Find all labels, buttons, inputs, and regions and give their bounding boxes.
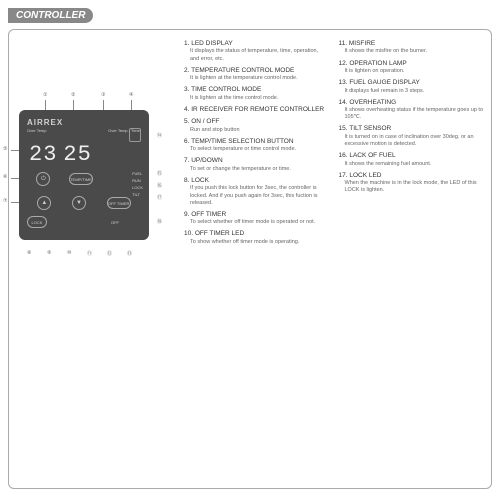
item-desc: To select temperature or time control mo…: [184, 146, 329, 153]
callout-16: ⑯: [157, 182, 162, 189]
side-indicators: FUEL RUN LOCK TILT: [132, 170, 143, 198]
description-columns: 1. LED DISPLAYIt displays the status of …: [184, 40, 483, 250]
description-item: 10. OFF TIMER LEDTo show whether off tim…: [184, 230, 329, 246]
callout-9: ⑨: [47, 250, 51, 256]
callout-17: ⑰: [157, 194, 162, 201]
item-title: 14. OVERHEATING: [339, 99, 484, 107]
button-row-1: ⏻ TEMP/TIME: [27, 172, 141, 186]
item-title: 7. UP/DOWN: [184, 157, 329, 165]
item-title: 2. TEMPERATURE CONTROL MODE: [184, 67, 329, 75]
item-title: 8. LOCK: [184, 177, 329, 185]
description-item: 13. FUEL GAUGE DISPLAYIt displays fuel r…: [339, 79, 484, 95]
item-title: 6. TEMP/TIME SELECTION BUTTON: [184, 138, 329, 146]
item-desc: If you push this lock button for 3sec, t…: [184, 185, 329, 206]
item-title: 3. TIME CONTROL MODE: [184, 86, 329, 94]
down-button[interactable]: ▼: [72, 196, 86, 210]
section-header: CONTROLLER: [8, 8, 93, 23]
description-item: 15. TILT SENSORIt is turned on in case o…: [339, 125, 484, 148]
callout-3: ③: [101, 92, 105, 98]
item-desc: It shows overheating status if the tempe…: [339, 107, 484, 121]
description-item: 5. ON / OFFRun and stop button: [184, 118, 329, 134]
description-item: 9. OFF TIMERTo select whether off timer …: [184, 211, 329, 227]
callout-6: ⑥: [3, 174, 7, 180]
lock-label: LOCK: [132, 184, 143, 191]
item-title: 12. OPERATION LAMP: [339, 60, 484, 68]
item-title: 13. FUEL GAUGE DISPLAY: [339, 79, 484, 87]
callout-11: ⑪: [87, 250, 92, 257]
column-left: 1. LED DISPLAYIt displays the status of …: [184, 40, 329, 250]
mode-button[interactable]: TEMP/TIME: [69, 173, 93, 185]
button-row-3: LOCK OFF: [27, 216, 119, 228]
power-button[interactable]: ⏻: [36, 172, 50, 186]
item-desc: It shows the remaining fuel amount.: [339, 161, 484, 168]
led-display: 23 25: [29, 142, 92, 167]
callout-13: ⑬: [127, 250, 132, 257]
description-item: 8. LOCKIf you push this lock button for …: [184, 177, 329, 207]
item-title: 17. LOCK LED: [339, 172, 484, 180]
description-item: 1. LED DISPLAYIt displays the status of …: [184, 40, 329, 63]
item-title: 15. TILT SENSOR: [339, 125, 484, 133]
off-label: OFF: [111, 220, 119, 225]
mode-labels: Over Temp Over Temp / Timer: [27, 128, 141, 133]
digit-right: 25: [63, 142, 91, 167]
mode-left: Over Temp: [27, 128, 47, 133]
callout-15: ⑮: [157, 170, 162, 177]
callout-8: ⑧: [27, 250, 31, 256]
callout-10: ⑩: [67, 250, 71, 256]
callout-4: ④: [129, 92, 133, 98]
item-title: 5. ON / OFF: [184, 118, 329, 126]
callout-12: ⑫: [107, 250, 112, 257]
description-item: 11. MISFIREIt shows the misfire on the b…: [339, 40, 484, 56]
digit-left: 23: [29, 142, 57, 167]
item-title: 16. LACK OF FUEL: [339, 152, 484, 160]
item-desc: It is lighten at the time control mode.: [184, 95, 329, 102]
item-title: 1. LED DISPLAY: [184, 40, 329, 48]
callout-18: ⑱: [157, 218, 162, 225]
description-item: 16. LACK OF FUELIt shows the remaining f…: [339, 152, 484, 168]
column-right: 11. MISFIREIt shows the misfire on the b…: [339, 40, 484, 250]
description-item: 17. LOCK LEDWhen the machine is in the l…: [339, 172, 484, 195]
item-title: 11. MISFIRE: [339, 40, 484, 48]
item-desc: To show whether off timer mode is operat…: [184, 239, 329, 246]
description-item: 14. OVERHEATINGIt shows overheating stat…: [339, 99, 484, 122]
flame-indicator: [129, 128, 141, 142]
panel-diagram: ① ② ③ ④ ⑤ ⑥ ⑦ ⑧ ⑨ ⑩ ⑪ ⑫ ⑬ ⑭ ⑮ ⑯ ⑰ ⑱ AIRR…: [19, 110, 149, 240]
description-item: 4. IR RECEIVER FOR REMOTE CONTROLLER: [184, 106, 329, 114]
callout-1: ①: [43, 92, 47, 98]
lock-button[interactable]: LOCK: [27, 216, 47, 228]
controller-panel: AIRREX Over Temp Over Temp / Timer 23 25…: [19, 110, 149, 240]
item-desc: When the machine is in the lock mode, th…: [339, 180, 484, 194]
item-desc: Run and stop button: [184, 127, 329, 134]
callout-5: ⑤: [3, 146, 7, 152]
callout-14: ⑭: [157, 132, 162, 139]
item-desc: To set or change the temperature or time…: [184, 166, 329, 173]
description-item: 12. OPERATION LAMPIt is lighten on opera…: [339, 60, 484, 76]
description-item: 2. TEMPERATURE CONTROL MODEIt is lighten…: [184, 67, 329, 83]
brand-label: AIRREX: [27, 118, 63, 127]
item-desc: It is lighten on operation.: [339, 68, 484, 75]
fuel-label: FUEL: [132, 170, 143, 177]
item-desc: It displays the status of temperature, t…: [184, 48, 329, 62]
callout-7: ⑦: [3, 198, 7, 204]
item-desc: It displays fuel remain in 3 steps.: [339, 88, 484, 95]
up-button[interactable]: ▲: [37, 196, 51, 210]
description-item: 3. TIME CONTROL MODEIt is lighten at the…: [184, 86, 329, 102]
callout-2: ②: [71, 92, 75, 98]
item-desc: It shows the misfire on the burner.: [339, 48, 484, 55]
button-row-2: ▲ ▼ OFF TIMER: [27, 196, 141, 210]
off-timer-button[interactable]: OFF TIMER: [107, 197, 131, 209]
content-frame: ① ② ③ ④ ⑤ ⑥ ⑦ ⑧ ⑨ ⑩ ⑪ ⑫ ⑬ ⑭ ⑮ ⑯ ⑰ ⑱ AIRR…: [8, 29, 492, 489]
item-desc: It is lighten at the temperature control…: [184, 75, 329, 82]
description-item: 6. TEMP/TIME SELECTION BUTTONTo select t…: [184, 138, 329, 154]
item-desc: It is turned on in case of inclination o…: [339, 134, 484, 148]
item-desc: To select whether off timer mode is oper…: [184, 219, 329, 226]
item-title: 9. OFF TIMER: [184, 211, 329, 219]
description-item: 7. UP/DOWNTo set or change the temperatu…: [184, 157, 329, 173]
item-title: 4. IR RECEIVER FOR REMOTE CONTROLLER: [184, 106, 329, 114]
item-title: 10. OFF TIMER LED: [184, 230, 329, 238]
run-label: RUN: [132, 177, 143, 184]
